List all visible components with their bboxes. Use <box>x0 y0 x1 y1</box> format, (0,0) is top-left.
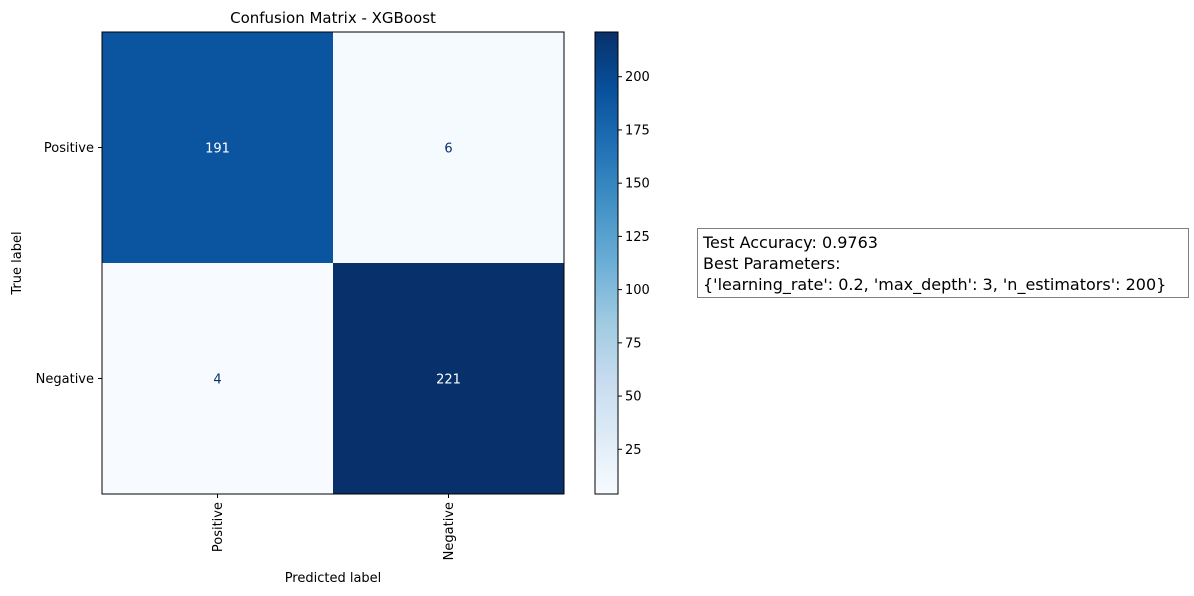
chart-title: Confusion Matrix - XGBoost <box>230 9 436 27</box>
colorbar-tick-label: 125 <box>625 230 650 245</box>
colorbar-tick-label: 75 <box>625 336 642 351</box>
y-axis-label: True label <box>10 231 25 295</box>
best-parameters-heading: Best Parameters: <box>703 254 841 273</box>
y-tick-label: Negative <box>36 372 94 387</box>
colorbar-tick-label: 200 <box>625 70 650 85</box>
matrix-cell <box>102 263 333 494</box>
test-accuracy-text: Test Accuracy: 0.9763 <box>703 233 878 252</box>
colorbar-tick-label: 100 <box>625 283 650 298</box>
results-info-box: Test Accuracy: 0.9763 Best Parameters: {… <box>697 228 1189 298</box>
matrix-cell <box>333 263 564 494</box>
y-axis-ticks: Positive Negative <box>36 141 102 387</box>
colorbar-tick-label: 25 <box>625 443 642 458</box>
colorbar-ticks: 25 50 75 100 125 150 175 200 <box>618 70 650 458</box>
cell-value-label: 6 <box>444 142 452 157</box>
x-tick-label: Negative <box>442 502 457 560</box>
cell-value-label: 4 <box>213 373 221 388</box>
x-tick-label: Positive <box>211 502 226 552</box>
colorbar-tick-label: 50 <box>625 390 642 405</box>
matrix-cell <box>102 32 333 263</box>
best-parameters-value: {'learning_rate': 0.2, 'max_depth': 3, '… <box>703 275 1167 294</box>
x-axis-ticks: Positive Negative <box>211 494 457 560</box>
colorbar-tick-label: 150 <box>625 177 650 192</box>
cell-value-label: 221 <box>436 373 461 388</box>
x-axis-label: Predicted label <box>285 571 382 586</box>
matrix-cell <box>333 32 564 263</box>
cell-value-label: 191 <box>205 142 230 157</box>
plot-frame <box>101 31 565 495</box>
y-tick-label: Positive <box>44 141 94 156</box>
colorbar <box>594 31 619 495</box>
colorbar-tick-label: 175 <box>625 123 650 138</box>
matrix-cells: 191 6 4 221 <box>102 32 564 494</box>
